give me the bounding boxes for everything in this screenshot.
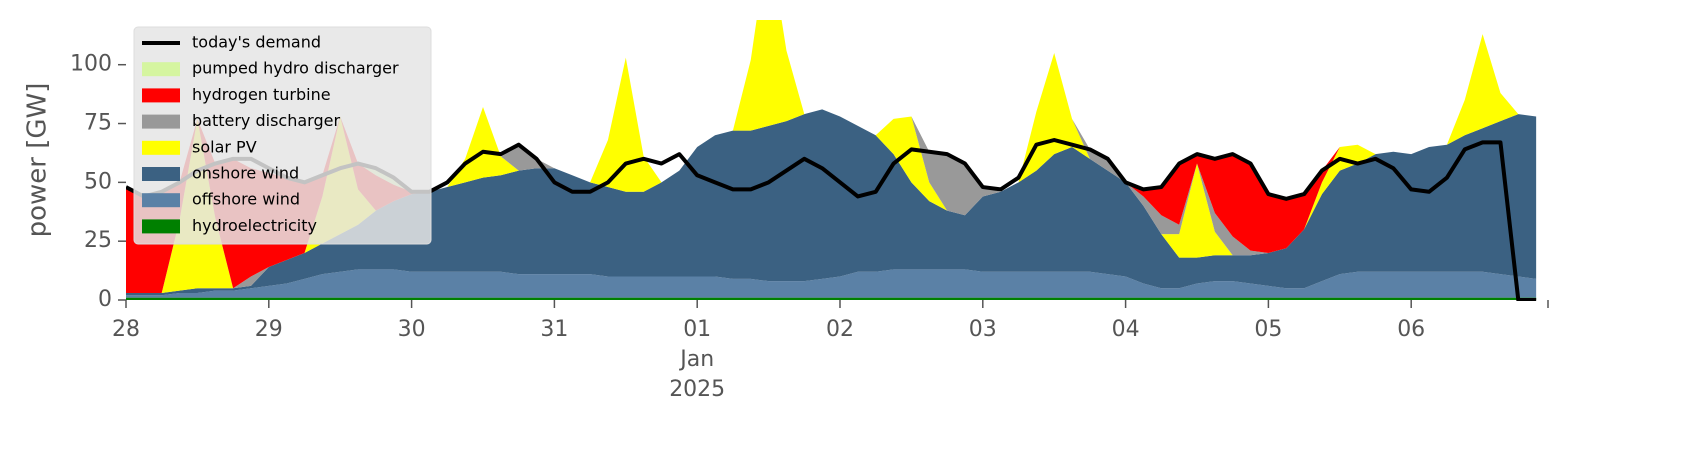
x-tick-label: 30 bbox=[398, 317, 426, 342]
area bbox=[126, 20, 1537, 293]
x-sub-label: 2025 bbox=[669, 377, 725, 402]
x-tick-label: 31 bbox=[540, 317, 568, 342]
x-tick-label: 29 bbox=[255, 317, 283, 342]
y-tick-label: 25 bbox=[84, 228, 112, 253]
legend-swatch bbox=[142, 167, 180, 181]
y-tick-label: 100 bbox=[70, 52, 112, 77]
area bbox=[126, 109, 1537, 296]
legend-swatch bbox=[142, 62, 180, 77]
overlay: 0 25 50 75 100 28 29 30 31 01 Jan 2025 02 03 04 05 06 tod… bbox=[70, 26, 1549, 402]
x-tick-label: 04 bbox=[1112, 317, 1140, 342]
legend-swatch bbox=[142, 114, 180, 129]
x-tick-label: 06 bbox=[1397, 317, 1425, 342]
legend-label: onshore wind bbox=[192, 164, 299, 183]
legend-label: hydroelectricity bbox=[192, 216, 317, 235]
legend-swatch bbox=[142, 140, 180, 155]
x-tick-label: 28 bbox=[112, 317, 140, 342]
legend-swatch bbox=[142, 88, 180, 103]
x-tick-label: 03 bbox=[969, 317, 997, 342]
area bbox=[126, 20, 1537, 293]
area bbox=[126, 269, 1537, 298]
y-axis-label: power [GW] bbox=[23, 83, 53, 238]
legend-label: hydrogen turbine bbox=[192, 85, 331, 104]
y-tick-label: 75 bbox=[84, 111, 112, 136]
legend-swatch bbox=[142, 193, 180, 208]
y-tick-label: 50 bbox=[84, 169, 112, 194]
legend-label: solar PV bbox=[192, 137, 257, 156]
legend-swatch bbox=[142, 219, 180, 234]
legend-box bbox=[133, 26, 432, 245]
legend-label: today's demand bbox=[192, 33, 321, 52]
legend-label: battery discharger bbox=[192, 111, 340, 130]
x-tick-label: 01 bbox=[683, 317, 711, 342]
x-sub-label: Jan bbox=[678, 347, 714, 372]
x-tick-label: 02 bbox=[826, 317, 854, 342]
legend-label: pumped hydro discharger bbox=[192, 59, 399, 78]
legend-label: offshore wind bbox=[192, 190, 300, 209]
y-tick-label: 0 bbox=[98, 287, 112, 312]
x-tick-label: 05 bbox=[1254, 317, 1282, 342]
area bbox=[126, 297, 1537, 300]
